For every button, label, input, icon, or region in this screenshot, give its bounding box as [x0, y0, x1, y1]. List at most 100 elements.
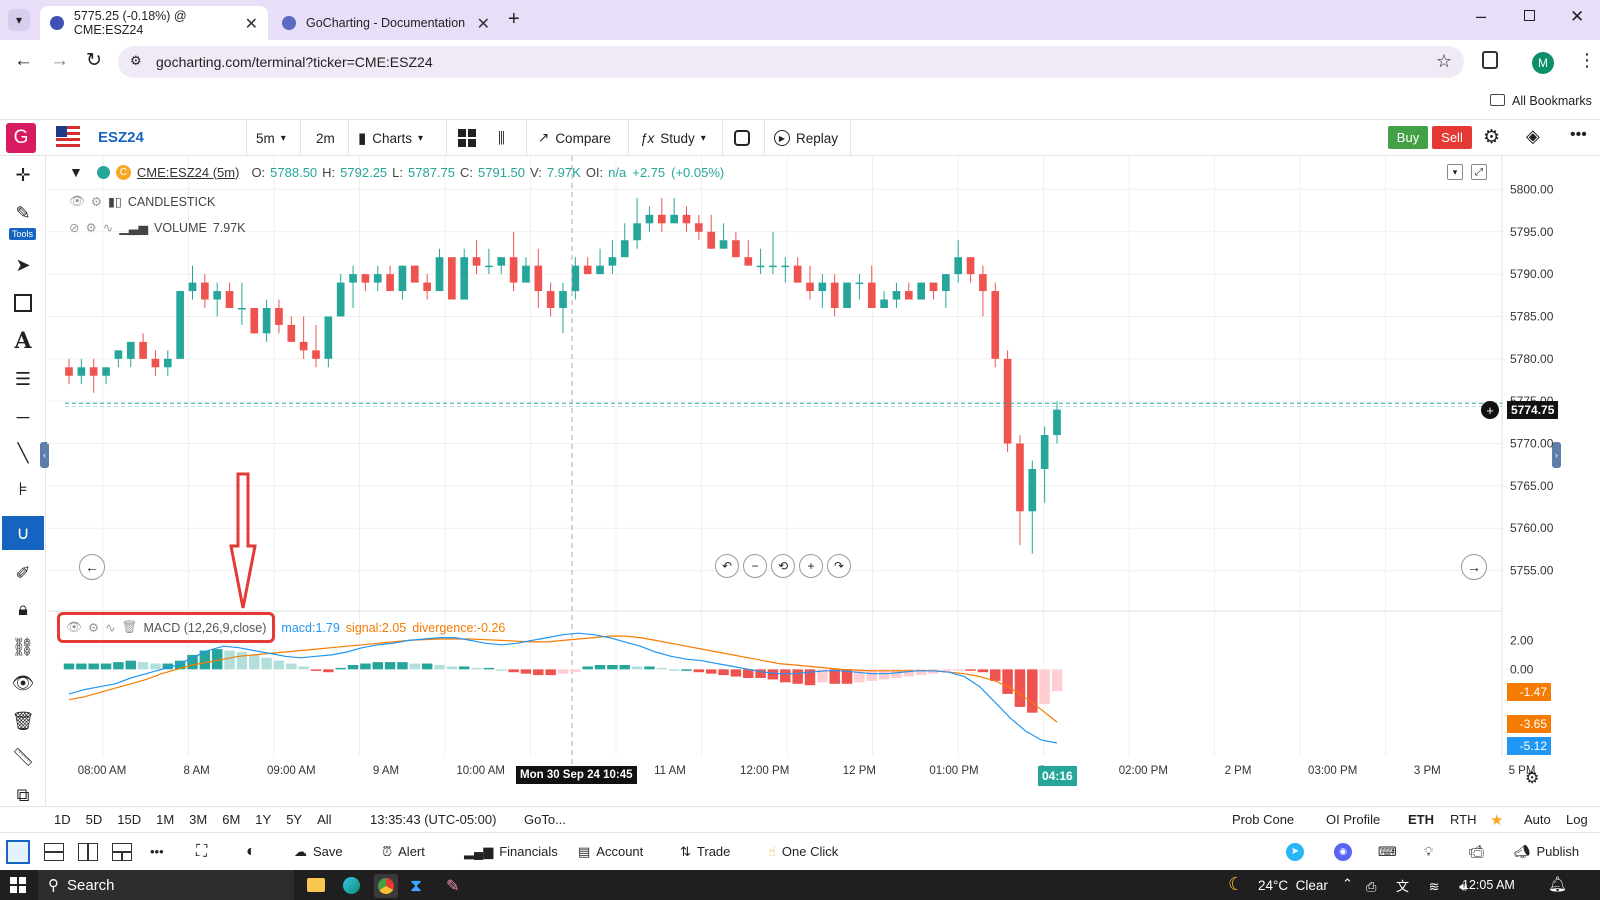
- trade-button[interactable]: ⇅ Trade: [680, 833, 730, 870]
- chart-settings-gear-icon[interactable]: ⚙: [1525, 770, 1540, 787]
- reset-zoom-icon[interactable]: ⟲: [771, 554, 795, 578]
- range-button-5d[interactable]: 5D: [85, 812, 103, 827]
- interval-2m-button[interactable]: 2m: [316, 120, 335, 156]
- charts-dropdown[interactable]: ▮ Charts ▾: [358, 120, 423, 156]
- rectangle-icon[interactable]: [6, 286, 40, 320]
- macd-highlight-box[interactable]: 👁︎ ⚙ ∿ 🗑︎ MACD (12,26,9,close): [57, 612, 276, 643]
- back-arrow-icon[interactable]: ←: [14, 50, 33, 71]
- tray-chevron-icon[interactable]: ⌃: [1342, 876, 1353, 891]
- snapshot-button[interactable]: [734, 120, 750, 156]
- account-button[interactable]: ▤ Account: [578, 833, 643, 870]
- layers-icon[interactable]: ◈: [1526, 126, 1540, 146]
- eth-button[interactable]: ETH: [1408, 812, 1434, 827]
- measure-icon[interactable]: ⊧: [18, 478, 28, 499]
- reload-icon[interactable]: ↻: [86, 50, 102, 71]
- indicator-templates-button[interactable]: ⫼: [498, 120, 505, 156]
- forward-arrow-icon[interactable]: →: [50, 50, 69, 71]
- prob-cone-button[interactable]: Prob Cone: [1232, 812, 1295, 827]
- taskbar-search-box[interactable]: ⚲ Search: [38, 870, 294, 900]
- split-vertical-icon[interactable]: [78, 833, 98, 870]
- paint-app-icon[interactable]: ✎: [446, 878, 460, 895]
- keyboard-icon[interactable]: ⌨: [1378, 843, 1397, 859]
- link-icon[interactable]: ⛓: [11, 636, 35, 657]
- notification-bell-icon[interactable]: 🔔︎: [1548, 876, 1568, 893]
- replay-button[interactable]: ▶ Replay: [774, 120, 838, 156]
- fullscreen-expand-icon[interactable]: ⤢: [1471, 164, 1487, 180]
- favorite-star-icon[interactable]: ★: [1490, 811, 1504, 829]
- cursor-arrow-icon[interactable]: ➤: [15, 254, 31, 275]
- trend-line-icon[interactable]: ╲: [17, 442, 29, 463]
- gear-icon[interactable]: ⚙: [87, 621, 100, 635]
- layout-grid-button[interactable]: [458, 120, 476, 156]
- collapse-right-panel-handle[interactable]: ›: [1552, 442, 1561, 468]
- site-settings-icon[interactable]: ⚙: [130, 53, 142, 68]
- fibonacci-icon[interactable]: ☰: [14, 368, 32, 389]
- object-tree-icon[interactable]: ⧉: [16, 784, 30, 805]
- profile-avatar[interactable]: M: [1532, 52, 1554, 74]
- browser-tab[interactable]: GoCharting - Documentation ✕: [272, 6, 500, 40]
- new-tab-plus-icon[interactable]: +: [508, 8, 520, 30]
- range-button-3m[interactable]: 3M: [189, 812, 208, 827]
- lock-drawing-icon[interactable]: ✐: [15, 562, 31, 583]
- legend-ticker[interactable]: CME:ESZ24 (5m): [136, 164, 240, 180]
- scroll-left-arrow-icon[interactable]: ←: [79, 554, 105, 580]
- rth-button[interactable]: RTH: [1450, 812, 1477, 827]
- crosshair-icon[interactable]: ✛: [15, 164, 31, 185]
- pencil-icon[interactable]: ✎: [15, 202, 31, 223]
- crosshair-plus-icon[interactable]: +: [1481, 401, 1499, 419]
- range-button-15d[interactable]: 15D: [117, 812, 142, 827]
- more-options-icon[interactable]: •••: [1570, 126, 1587, 143]
- bookmark-star-icon[interactable]: ☆: [1435, 51, 1452, 71]
- chart-area[interactable]: 5800.005795.005790.005785.005780.005775.…: [47, 156, 1600, 806]
- collapse-toolbar-handle[interactable]: ‹: [40, 442, 49, 468]
- range-button-1m[interactable]: 1M: [156, 812, 175, 827]
- undo-icon[interactable]: ↶: [715, 554, 739, 578]
- minimize-window-icon[interactable]: –: [1476, 6, 1487, 26]
- horizontal-line-icon[interactable]: ─: [16, 406, 30, 427]
- oi-profile-button[interactable]: OI Profile: [1326, 812, 1381, 827]
- scroll-right-arrow-icon[interactable]: →: [1461, 554, 1487, 580]
- sell-button[interactable]: Sell: [1432, 126, 1472, 149]
- symbol-name[interactable]: ESZ24: [98, 129, 144, 146]
- buy-button[interactable]: Buy: [1388, 126, 1428, 149]
- eye-icon[interactable]: 👁︎: [69, 194, 85, 208]
- lock-icon[interactable]: 🔒︎: [18, 598, 28, 619]
- split-horizontal-icon[interactable]: [44, 833, 64, 870]
- ruler-icon[interactable]: 📏︎: [11, 746, 35, 767]
- settings-gear-icon[interactable]: ⚙: [1483, 127, 1501, 148]
- browser-tab-active[interactable]: 5775.25 (-0.18%) @ CME:ESZ24 ✕: [40, 6, 268, 40]
- text-tool-icon[interactable]: A: [14, 328, 32, 354]
- visibility-eye-icon[interactable]: 👁︎: [11, 672, 35, 693]
- chart-dropdown-icon[interactable]: ▾: [1447, 164, 1463, 180]
- extensions-icon[interactable]: [1482, 51, 1498, 69]
- browser-menu-icon[interactable]: ⋮: [1578, 50, 1596, 70]
- goto-button[interactable]: GoTo...: [524, 812, 566, 827]
- gear-icon[interactable]: ⚙: [85, 221, 97, 235]
- financials-button[interactable]: ▂▄▆ Financials: [464, 833, 558, 870]
- lightbulb-icon[interactable]: 💡︎: [1424, 843, 1434, 859]
- log-scale-button[interactable]: Log: [1566, 812, 1588, 827]
- one-click-button[interactable]: ☝ One Click: [768, 833, 838, 870]
- close-window-icon[interactable]: ✕: [1570, 7, 1585, 26]
- collapse-legend-chevron-icon[interactable]: ▼: [69, 164, 83, 180]
- save-button[interactable]: ☁ Save: [294, 833, 343, 870]
- all-bookmarks-link[interactable]: All Bookmarks: [1512, 94, 1592, 108]
- palette-icon[interactable]: ◐: [246, 842, 256, 860]
- grid-layout-icon[interactable]: [112, 833, 132, 870]
- discord-icon[interactable]: ◉: [1334, 833, 1352, 870]
- video-camera-icon[interactable]: 📹︎: [1468, 843, 1485, 859]
- edge-browser-icon[interactable]: [343, 877, 360, 894]
- interval-dropdown[interactable]: 5m ▾: [256, 120, 286, 156]
- app-logo[interactable]: G: [6, 123, 36, 153]
- trash-icon[interactable]: 🗑︎: [121, 620, 138, 634]
- tab-list-dropdown-icon[interactable]: ▾: [8, 9, 30, 31]
- redo-icon[interactable]: ↷: [827, 554, 851, 578]
- tray-icons[interactable]: ⎙ 文 ≋ 🔊︎: [1366, 879, 1476, 894]
- study-dropdown[interactable]: ƒx Study ▾: [640, 120, 706, 156]
- url-omnibox[interactable]: ⚙ gocharting.com/terminal?ticker=CME:ESZ…: [118, 46, 1464, 78]
- alert-button[interactable]: ⏰︎ Alert: [382, 833, 425, 870]
- publish-button[interactable]: 📣︎ Publish: [1514, 833, 1579, 870]
- trash-icon[interactable]: 🗑︎: [11, 710, 35, 731]
- chart-canvas[interactable]: 5800.005795.005790.005785.005780.005775.…: [47, 156, 1600, 806]
- file-explorer-icon[interactable]: [307, 878, 325, 892]
